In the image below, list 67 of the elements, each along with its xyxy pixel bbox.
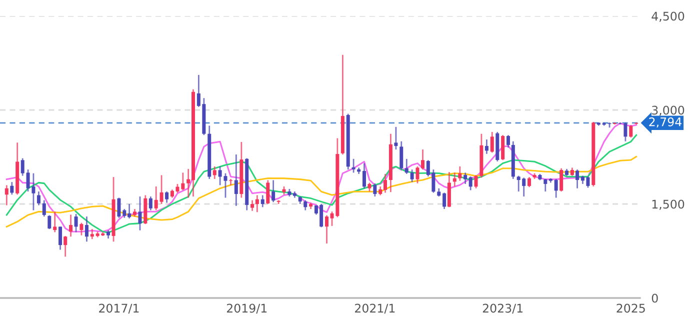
candlestick (234, 154, 238, 207)
x-tick-label: 2019/1 (226, 304, 267, 314)
candlestick (84, 216, 88, 242)
candlestick (58, 226, 62, 250)
candlestick (506, 134, 510, 148)
candlestick (484, 138, 488, 155)
candlestick (501, 134, 505, 161)
candlestick (255, 194, 259, 213)
candlestick (42, 200, 46, 218)
candlestick (394, 126, 398, 150)
candlestick (373, 182, 377, 198)
candlestick (464, 172, 468, 185)
candlestick (474, 174, 478, 190)
candlestick (528, 176, 532, 188)
candlestick (410, 168, 414, 183)
candlestick (64, 235, 68, 258)
candlestick (138, 196, 142, 232)
x-tick-label: 2017/1 (99, 304, 139, 314)
candlestick (260, 194, 264, 208)
candlestick (629, 124, 633, 138)
candlestick (447, 171, 451, 208)
candlestick (458, 166, 462, 182)
candlestick (272, 179, 276, 203)
candlestick (10, 181, 14, 196)
candlestick (624, 122, 628, 142)
candlestick (250, 200, 254, 212)
candlestick (352, 158, 356, 174)
candlestick (304, 200, 308, 211)
candlestick (442, 192, 446, 210)
candlestick (490, 131, 494, 154)
candlestick (90, 228, 94, 240)
x-tick-label: 2021/1 (355, 304, 395, 314)
candlestick (69, 214, 73, 238)
candlestick (165, 190, 169, 204)
candlestick (48, 214, 52, 230)
x-tick-label: 2023/1 (482, 304, 522, 314)
candlestick (618, 122, 622, 126)
candlestick (4, 184, 8, 206)
y-tick-label: 0 (652, 294, 658, 303)
ref-line-label: 2,794 (649, 117, 682, 128)
y-tick-label: 3,000 (652, 106, 684, 116)
candlestick (212, 166, 216, 180)
candlestick (181, 172, 185, 191)
candlestick (148, 196, 152, 211)
candlestick (36, 190, 40, 206)
candlestick (20, 158, 24, 176)
candlestick (554, 178, 558, 198)
candlestick (74, 213, 78, 233)
candlestick (53, 210, 57, 233)
candlestick (576, 168, 580, 190)
candlestick (160, 174, 164, 205)
candlestick (117, 197, 121, 218)
candlestick (400, 140, 404, 170)
candlestick (404, 158, 408, 175)
candlestick (154, 186, 158, 211)
candlestick (560, 168, 564, 192)
y-tick-label: 4,500 (652, 12, 684, 22)
candlestick (544, 178, 548, 192)
candlestick (416, 166, 420, 184)
candlestick (362, 162, 366, 190)
candlestick (421, 148, 425, 170)
line-series (6, 156, 638, 228)
candlestick (80, 222, 84, 236)
y-tick-label: 1,500 (652, 200, 684, 210)
x-tick-label: 2025 (616, 304, 645, 313)
candlestick (266, 179, 270, 205)
candlestick (468, 176, 472, 191)
